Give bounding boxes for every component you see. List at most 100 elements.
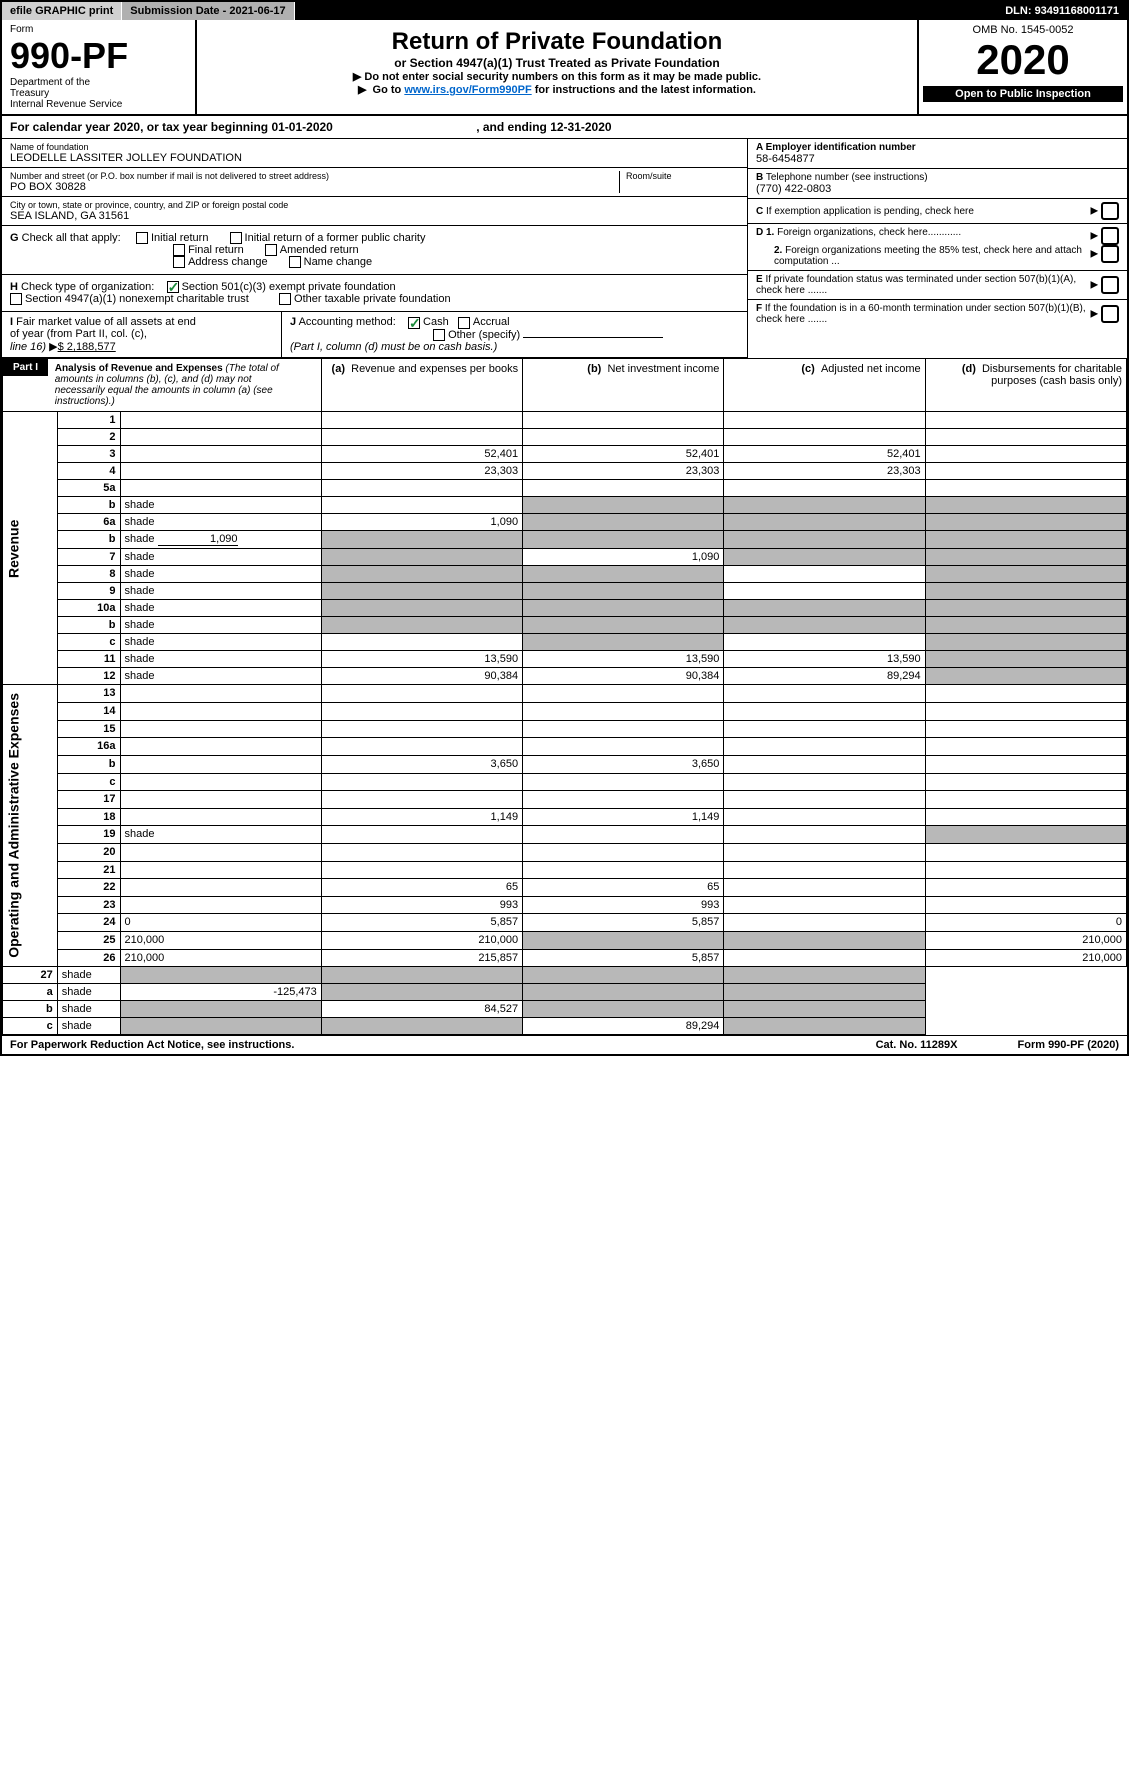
table-cell [724, 773, 925, 791]
501c3-checkbox[interactable] [167, 281, 179, 293]
section-f: F If the foundation is in a 60-month ter… [748, 300, 1127, 328]
table-cell [925, 446, 1126, 463]
row-number: 5a [57, 480, 120, 497]
table-cell [724, 566, 925, 583]
table-cell [523, 514, 724, 531]
foreign-85-checkbox[interactable] [1101, 245, 1119, 263]
table-cell [925, 685, 1126, 703]
row-description: shade [120, 651, 321, 668]
table-cell: 5,857 [523, 949, 724, 967]
table-cell: 0 [925, 914, 1126, 932]
row-description: 0 [120, 914, 321, 932]
irs-link[interactable]: www.irs.gov/Form990PF [404, 84, 531, 96]
table-row: 423,30323,30323,303 [3, 463, 1127, 480]
table-row: 16a [3, 738, 1127, 756]
table-cell [724, 808, 925, 826]
top-bar: efile GRAPHIC print Submission Date - 20… [2, 2, 1127, 20]
form-subtitle: or Section 4947(a)(1) Trust Treated as P… [205, 56, 909, 70]
table-cell: 23,303 [321, 463, 522, 480]
col-a-header: (a) Revenue and expenses per books [321, 359, 522, 412]
table-cell: 215,857 [321, 949, 522, 967]
row-description: 210,000 [120, 932, 321, 950]
row-number: b [57, 531, 120, 549]
amended-checkbox[interactable] [265, 244, 277, 256]
header-left: Form 990-PF Department of the Treasury I… [2, 20, 197, 114]
table-row: 20 [3, 843, 1127, 861]
col-b-header: (b) Net investment income [523, 359, 724, 412]
table-row: 226565 [3, 879, 1127, 897]
table-row: 25210,000210,000210,000 [3, 932, 1127, 950]
ein-cell: A Employer identification number 58-6454… [748, 139, 1127, 169]
table-cell [925, 896, 1126, 914]
table-cell [523, 967, 724, 984]
table-cell [523, 480, 724, 497]
table-cell [724, 617, 925, 634]
row-number: 17 [57, 791, 120, 809]
omb-number: OMB No. 1545-0052 [923, 24, 1123, 36]
form-footer: Form 990-PF (2020) [1018, 1039, 1120, 1051]
60month-checkbox[interactable] [1101, 305, 1119, 323]
table-cell [724, 791, 925, 809]
initial-return-checkbox[interactable] [136, 232, 148, 244]
table-cell: 84,527 [321, 1001, 522, 1018]
foreign-org-checkbox[interactable] [1101, 227, 1119, 245]
exemption-pending-checkbox[interactable] [1101, 202, 1119, 220]
form-container: efile GRAPHIC print Submission Date - 20… [0, 0, 1129, 1056]
table-cell: 210,000 [925, 949, 1126, 967]
row-description: shade [120, 549, 321, 566]
table-cell [724, 429, 925, 446]
table-row: bshade84,527 [3, 1001, 1127, 1018]
table-cell [925, 703, 1126, 721]
table-cell: 993 [321, 896, 522, 914]
table-cell [925, 583, 1126, 600]
row-description [120, 446, 321, 463]
table-cell [925, 600, 1126, 617]
table-cell: 23,303 [724, 463, 925, 480]
row-number: 12 [57, 668, 120, 685]
row-number: 9 [57, 583, 120, 600]
table-cell: 65 [523, 879, 724, 897]
4947-checkbox[interactable] [10, 293, 22, 305]
section-e: E If private foundation status was termi… [748, 271, 1127, 300]
cash-checkbox[interactable] [408, 317, 420, 329]
name-change-checkbox[interactable] [289, 256, 301, 268]
table-row: bshade [3, 617, 1127, 634]
terminated-checkbox[interactable] [1101, 276, 1119, 294]
table-cell: 13,590 [724, 651, 925, 668]
row-number: 15 [57, 720, 120, 738]
table-cell [724, 984, 925, 1001]
table-cell: 23,303 [523, 463, 724, 480]
table-cell [925, 617, 1126, 634]
row-description [120, 429, 321, 446]
row-description [120, 755, 321, 773]
table-cell [724, 949, 925, 967]
final-return-checkbox[interactable] [173, 244, 185, 256]
table-row: 5a [3, 480, 1127, 497]
table-cell [724, 932, 925, 950]
row-description: shade [120, 600, 321, 617]
address-change-checkbox[interactable] [173, 256, 185, 268]
table-cell [925, 514, 1126, 531]
initial-former-checkbox[interactable] [230, 232, 242, 244]
section-label: Operating and Administrative Expenses [3, 685, 58, 967]
row-description: shade 1,090 [120, 531, 321, 549]
row-description: shade [120, 583, 321, 600]
row-number: b [57, 497, 120, 514]
table-cell [321, 617, 522, 634]
table-row: 2405,8575,8570 [3, 914, 1127, 932]
row-number: 19 [57, 826, 120, 844]
table-cell [321, 791, 522, 809]
table-cell [724, 720, 925, 738]
table-row: 15 [3, 720, 1127, 738]
table-cell [925, 480, 1126, 497]
row-description: shade [120, 514, 321, 531]
other-method-checkbox[interactable] [433, 329, 445, 341]
part1-table: Part I Analysis of Revenue and Expenses … [2, 358, 1127, 1035]
form-number: 990-PF [10, 35, 187, 77]
other-taxable-checkbox[interactable] [279, 293, 291, 305]
table-cell [925, 791, 1126, 809]
dept-line-3: Internal Revenue Service [10, 99, 187, 110]
table-row: ashade-125,473 [3, 984, 1127, 1001]
accrual-checkbox[interactable] [458, 317, 470, 329]
table-cell [120, 967, 321, 984]
